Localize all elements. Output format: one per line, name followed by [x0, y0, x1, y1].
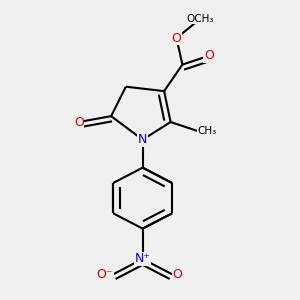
Text: O: O — [74, 116, 84, 128]
Text: O: O — [204, 49, 214, 62]
Text: O⁻: O⁻ — [97, 268, 113, 281]
Text: O: O — [172, 268, 182, 281]
Text: O: O — [172, 32, 182, 45]
Text: N: N — [138, 133, 147, 146]
Text: OCH₃: OCH₃ — [186, 14, 214, 24]
Text: N⁺: N⁺ — [135, 252, 151, 266]
Text: CH₃: CH₃ — [197, 126, 216, 136]
